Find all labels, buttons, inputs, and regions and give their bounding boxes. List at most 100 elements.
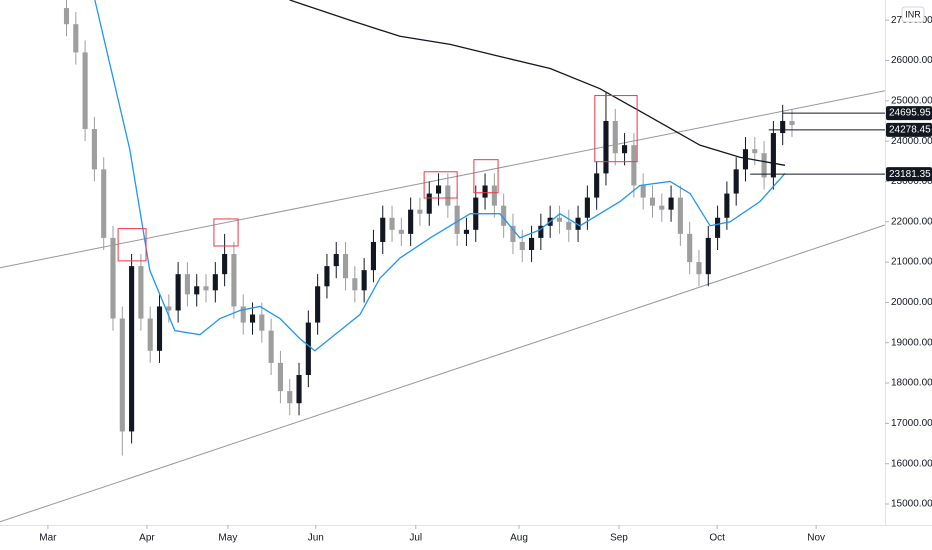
level-label-box: [886, 122, 932, 137]
x-tick-label: Apr: [139, 533, 155, 544]
level-label: 23181.35: [889, 169, 931, 180]
x-tick-label: Oct: [709, 533, 725, 544]
candle-body: [184, 274, 190, 295]
y-tick-label: 22000.00: [891, 216, 932, 227]
candle-body: [519, 241, 525, 250]
candle-body: [222, 254, 228, 275]
candle-body: [398, 229, 404, 234]
y-tick-label: 19000.00: [891, 337, 932, 348]
candle-body: [277, 362, 283, 392]
candle-body: [342, 254, 349, 279]
candle-body: [166, 306, 172, 311]
candle-body: [594, 173, 600, 198]
currency: INR: [905, 9, 921, 19]
level-label-box: [886, 106, 932, 121]
candle-body: [101, 169, 107, 238]
highlight-box: [423, 171, 458, 199]
candle-body: [110, 237, 116, 319]
candle-body: [612, 120, 618, 154]
candle-body: [268, 330, 274, 363]
candle-body: [631, 145, 637, 186]
x-tick-label: Nov: [807, 533, 825, 544]
candle-body: [445, 185, 451, 206]
candle-body: [789, 120, 795, 125]
candle-body: [705, 237, 711, 275]
candle-body: [203, 286, 209, 291]
candle-body: [538, 225, 544, 238]
x-tick-label: May: [218, 533, 237, 544]
candle-body: [687, 233, 693, 263]
level-label-box: [886, 167, 932, 182]
candle-body: [129, 266, 135, 432]
candle-body: [156, 306, 163, 351]
candle-body: [556, 217, 563, 222]
trendline: [0, 224, 885, 523]
candle-body: [454, 205, 460, 234]
candle-body: [259, 314, 265, 331]
candle-body: [370, 241, 376, 271]
candle-body: [119, 318, 125, 432]
candle-body: [408, 209, 414, 234]
candle-body: [659, 205, 665, 210]
candle-body: [249, 314, 256, 323]
candle-body: [566, 221, 572, 230]
candle-body: [138, 266, 144, 319]
candle-body: [315, 286, 321, 323]
candle-body: [147, 318, 153, 351]
candle-body: [389, 217, 395, 230]
candle-body: [352, 278, 358, 291]
candle-body: [668, 197, 674, 210]
candle-body: [715, 217, 721, 238]
y-tick-label: 21000.00: [891, 257, 932, 268]
candle-body: [482, 185, 488, 198]
candle-body: [649, 197, 656, 206]
candle-body: [82, 52, 88, 130]
candle-body: [501, 205, 507, 226]
highlight-box: [117, 228, 147, 262]
x-tick-label: Jul: [409, 533, 422, 544]
level-label: 24695.95: [889, 108, 931, 119]
candle-body: [510, 225, 516, 242]
candle-body: [361, 270, 367, 291]
candle-body: [435, 185, 442, 194]
candle-body: [426, 193, 432, 214]
candle-body: [622, 145, 628, 154]
y-tick-label: 25000.00: [891, 95, 932, 106]
candle-body: [724, 193, 730, 218]
candle-body: [417, 209, 423, 214]
candle-body: [175, 274, 181, 311]
highlight-box: [594, 95, 638, 163]
candle-body: [212, 274, 218, 291]
candle-body: [733, 169, 739, 194]
candle-body: [296, 375, 302, 404]
y-tick-label: 17000.00: [891, 418, 932, 429]
x-tick-label: Jun: [308, 533, 324, 544]
y-tick-label: 20000.00: [891, 297, 932, 308]
candle-body: [529, 237, 535, 250]
candle-body: [324, 266, 330, 287]
moving-average: [94, 0, 786, 352]
candle-body: [63, 8, 70, 25]
moving-average: [289, 0, 786, 166]
candle-body: [770, 133, 776, 178]
x-tick-label: Sep: [610, 533, 628, 544]
candle-body: [603, 120, 609, 174]
candle-body: [752, 149, 758, 154]
highlight-box: [473, 159, 499, 194]
candle-body: [584, 197, 590, 218]
y-tick-label: 16000.00: [891, 458, 932, 469]
candle-body: [240, 306, 246, 323]
candle-body: [761, 153, 767, 178]
candle-body: [677, 197, 683, 234]
candle-body: [696, 262, 702, 275]
candle-body: [742, 149, 749, 170]
candle-body: [231, 254, 237, 307]
plot-area: [0, 0, 885, 523]
candle-body: [73, 24, 79, 53]
candle-body: [91, 129, 97, 170]
currency-box: [901, 6, 925, 23]
candle-body: [491, 185, 497, 206]
level-label: 24278.45: [889, 125, 931, 136]
